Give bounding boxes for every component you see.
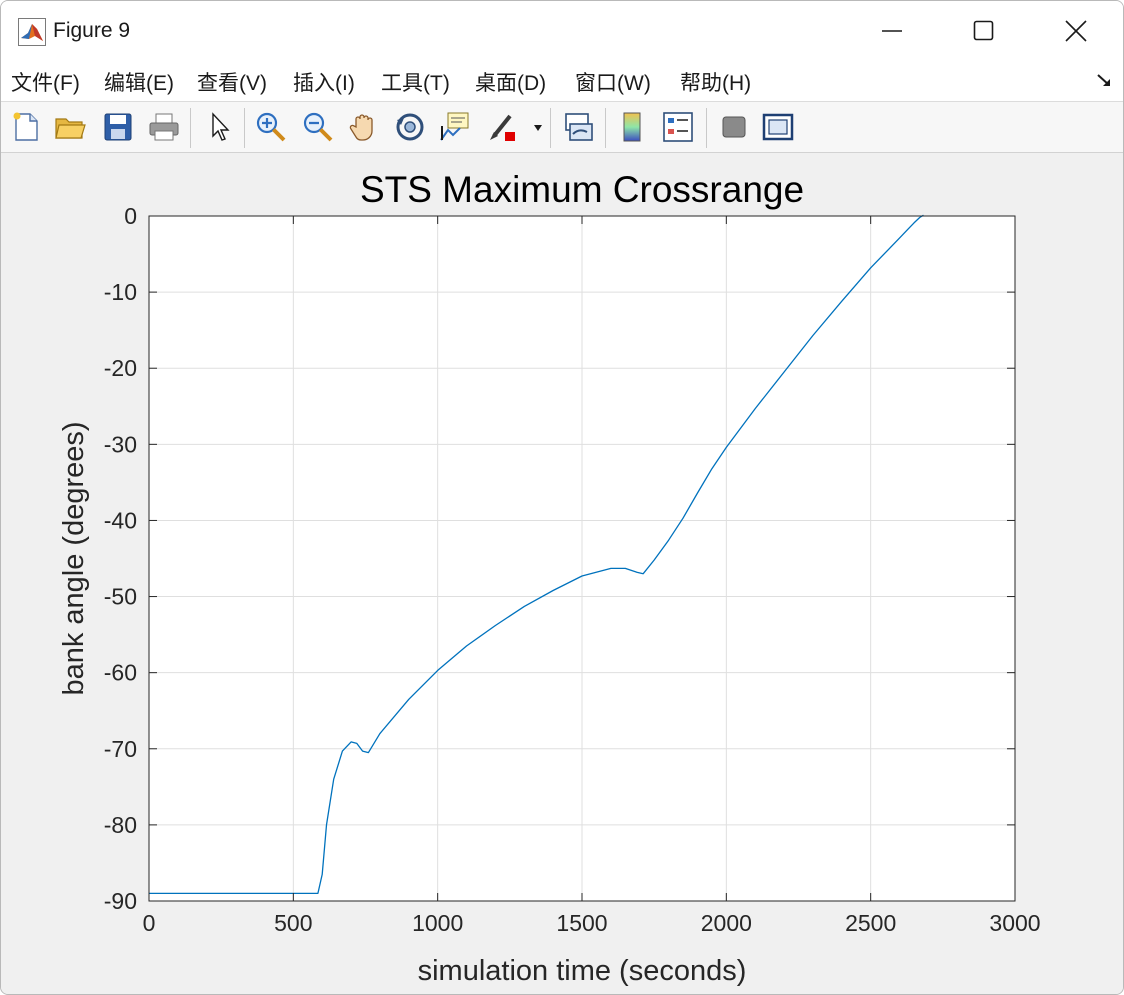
x-tick-label: 1000: [412, 910, 463, 936]
maximize-button[interactable]: [938, 1, 1030, 61]
maximize-icon: [973, 20, 994, 41]
plot-area[interactable]: 0 500 1000 1500 2000 2500 3000 0 -10 -20 -30 -40 -50…: [1, 153, 1123, 994]
toolbar-separator: [244, 108, 245, 148]
x-tick-label: 2000: [701, 910, 752, 936]
print-button[interactable]: [147, 110, 181, 144]
x-tick-label: 1500: [556, 910, 607, 936]
show-plot-tools-button[interactable]: [761, 110, 795, 144]
toolbar-separator: [550, 108, 551, 148]
pointer-button[interactable]: [203, 110, 237, 144]
matlab-logo-icon: [18, 18, 46, 46]
dock-arrow-icon[interactable]: [1095, 71, 1113, 89]
pan-icon: [349, 114, 373, 141]
window-title: Figure 9: [53, 19, 131, 42]
show-plot-tools-icon: [762, 113, 794, 141]
save-icon: [104, 113, 132, 141]
menu-tools[interactable]: 工具(T): [381, 72, 450, 95]
link-plot-button[interactable]: [561, 110, 595, 144]
x-tick-label: 0: [143, 910, 156, 936]
menu-bar: 文件(F) 编辑(E) 查看(V) 插入(I) 工具(T) 桌面(D) 窗口(W…: [1, 61, 1123, 102]
hide-plot-tools-icon: [722, 116, 746, 138]
x-tick-label: 500: [274, 910, 312, 936]
menu-file[interactable]: 文件(F): [11, 72, 80, 95]
close-icon: [1065, 20, 1087, 42]
legend-icon: [663, 112, 693, 142]
rotate-3d-button[interactable]: [393, 110, 427, 144]
close-button[interactable]: [1030, 1, 1122, 61]
print-icon: [149, 113, 179, 141]
y-tick-label: -10: [104, 279, 137, 305]
x-tick-label: 3000: [989, 910, 1040, 936]
save-button[interactable]: [101, 110, 135, 144]
y-tick-label: -20: [104, 355, 137, 381]
toolbar-separator: [706, 108, 707, 148]
minimize-button[interactable]: [846, 1, 938, 61]
y-tick-label: -30: [104, 431, 137, 457]
data-cursor-icon: [440, 112, 469, 141]
open-file-button[interactable]: [53, 110, 87, 144]
y-tick-label: -90: [104, 888, 137, 914]
brush-dropdown-icon[interactable]: [533, 124, 543, 132]
new-figure-icon: [13, 112, 38, 141]
legend-button[interactable]: [661, 110, 695, 144]
menu-window[interactable]: 窗口(W): [575, 72, 651, 95]
brush-button[interactable]: [486, 110, 520, 144]
pan-button[interactable]: [347, 110, 381, 144]
data-series-line[interactable]: [149, 214, 924, 895]
chart-title: STS Maximum Crossrange: [360, 169, 804, 210]
zoom-out-button[interactable]: [301, 110, 335, 144]
data-cursor-button[interactable]: [438, 110, 472, 144]
pointer-icon: [212, 112, 230, 141]
y-tick-label: -40: [104, 507, 137, 533]
menu-insert[interactable]: 插入(I): [293, 72, 355, 95]
figure-toolbar: [1, 102, 1123, 153]
menu-view[interactable]: 查看(V): [197, 72, 267, 95]
title-bar[interactable]: Figure 9: [1, 1, 1123, 61]
toolbar-separator: [605, 108, 606, 148]
menu-edit[interactable]: 编辑(E): [104, 72, 174, 95]
y-tick-label: 0: [124, 203, 137, 229]
minimize-icon: [882, 30, 902, 32]
menu-help[interactable]: 帮助(H): [680, 72, 752, 95]
menu-desktop[interactable]: 桌面(D): [475, 72, 547, 95]
y-tick-label: -60: [104, 660, 137, 686]
open-file-icon: [55, 118, 86, 139]
zoom-in-icon: [256, 112, 286, 142]
rotate-3d-icon: [396, 113, 424, 141]
hide-plot-tools-button[interactable]: [717, 110, 751, 144]
colorbar-icon: [623, 112, 641, 142]
zoom-out-icon: [303, 112, 333, 142]
y-tick-label: -70: [104, 736, 137, 762]
y-tick-label: -80: [104, 812, 137, 838]
new-figure-button[interactable]: [9, 110, 43, 144]
x-axis-label: simulation time (seconds): [418, 955, 747, 987]
figure-canvas: 0 500 1000 1500 2000 2500 3000 0 -10 -20 -30 -40 -50…: [1, 153, 1123, 994]
zoom-in-button[interactable]: [254, 110, 288, 144]
colorbar-button[interactable]: [615, 110, 649, 144]
link-plot-icon: [565, 113, 593, 141]
x-tick-label: 2500: [845, 910, 896, 936]
y-axis-label: bank angle (degrees): [58, 421, 90, 695]
brush-icon: [490, 114, 515, 141]
y-tick-label: -50: [104, 584, 137, 610]
toolbar-separator: [190, 108, 191, 148]
